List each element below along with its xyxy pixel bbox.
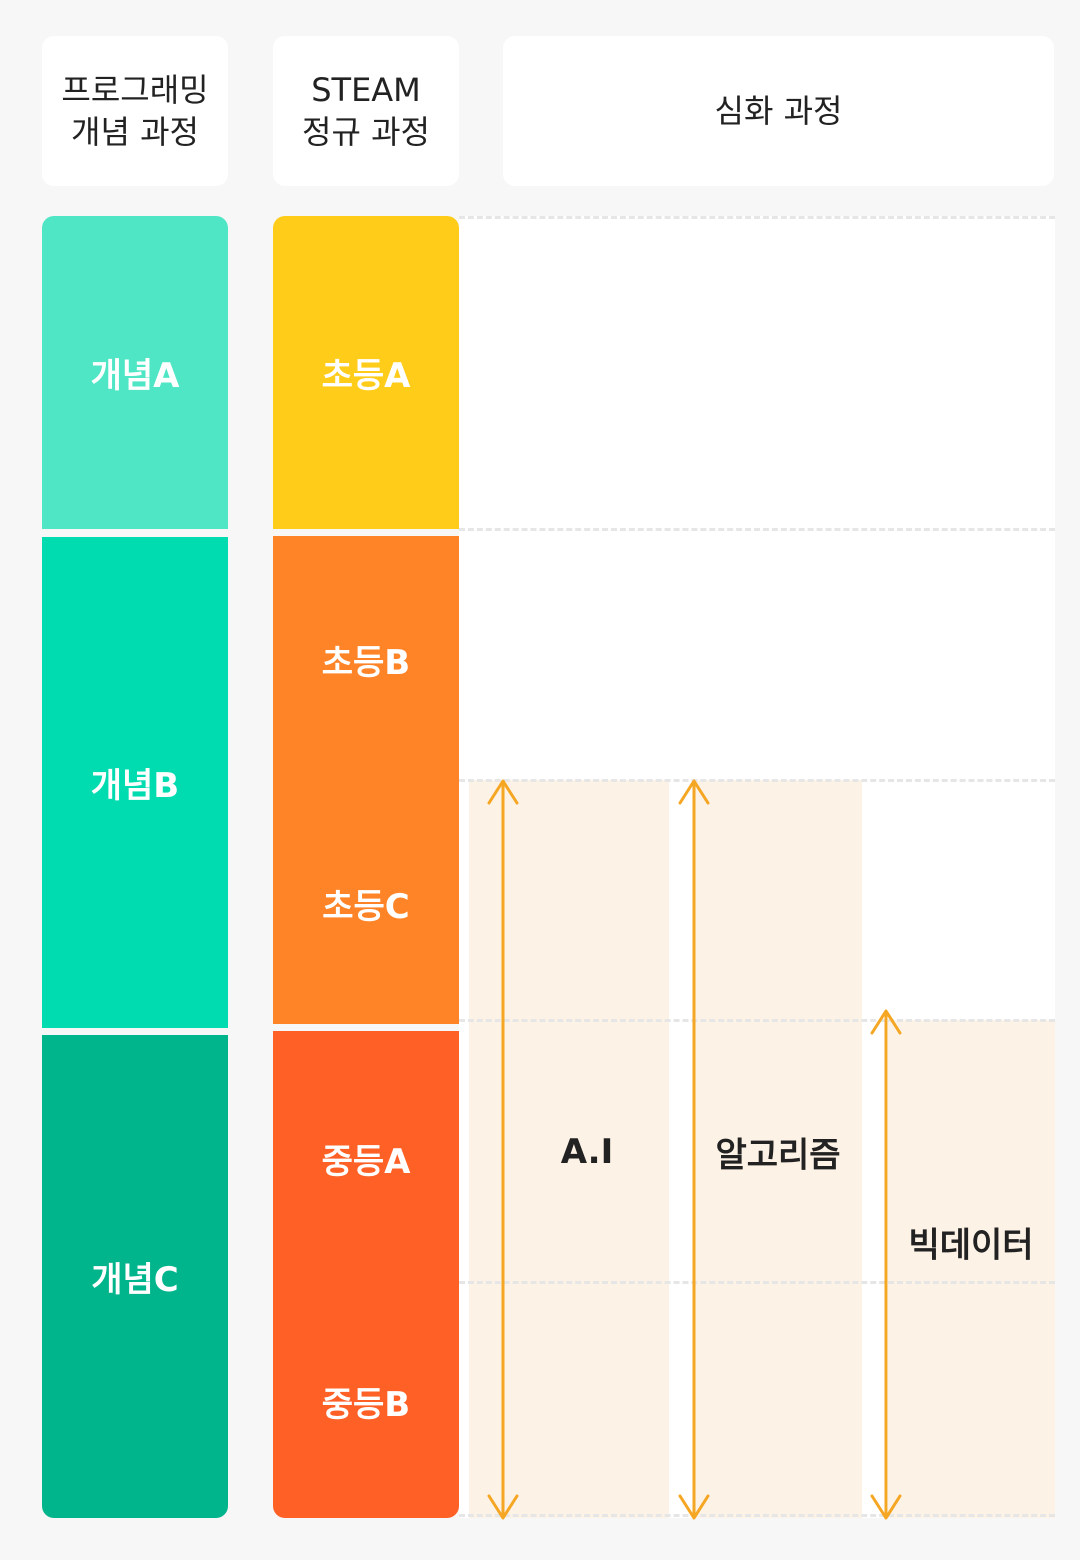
track-label-ai: A.I	[560, 1132, 614, 1172]
concept-block-c: 개념C	[42, 1035, 228, 1518]
row-divider	[459, 528, 1055, 531]
steam-block-label: 초등C	[322, 886, 410, 927]
concept-column: 개념A 개념B 개념C	[42, 216, 228, 1518]
row-divider	[459, 1019, 1055, 1022]
bigdata-arrow	[870, 1009, 902, 1520]
steam-block-elem-c: 초등C	[273, 782, 459, 1024]
row-divider	[459, 1514, 1055, 1517]
steam-block-label: 중등B	[321, 1385, 411, 1425]
concept-block-label: 개념C	[91, 1260, 179, 1300]
steam-course-header: STEAM 정규 과정	[273, 36, 459, 186]
steam-block-mid-a: 중등A	[273, 1031, 459, 1285]
steam-block-mid-b: 중등B	[273, 1285, 459, 1518]
concept-block-label: 개념A	[90, 356, 180, 396]
steam-block-label: 초등A	[321, 356, 411, 396]
row-divider	[459, 1281, 1055, 1284]
steam-block-elem-a: 초등A	[273, 216, 459, 529]
concept-course-header: 프로그래밍 개념 과정	[42, 36, 228, 186]
algorithm-track-band	[695, 780, 862, 1518]
steam-block-label: 중등A	[321, 1141, 411, 1182]
concept-block-label: 개념B	[90, 766, 180, 806]
steam-column: 초등A 초등B 초등C 중등A 중등B	[273, 216, 459, 1518]
row-divider	[459, 216, 1055, 219]
concept-block-a: 개념A	[42, 216, 228, 529]
row-divider	[459, 779, 1055, 782]
algorithm-arrow	[678, 779, 710, 1520]
advanced-course-header: 심화 과정	[503, 36, 1054, 186]
concept-block-b: 개념B	[42, 537, 228, 1028]
steam-block-label: 초등B	[321, 642, 411, 683]
bigdata-track-band	[888, 1020, 1055, 1518]
steam-block-elem-b: 초등B	[273, 536, 459, 782]
track-label-algorithm: 알고리즘	[715, 1135, 841, 1176]
track-label-bigdata: 빅데이터	[908, 1225, 1034, 1266]
ai-arrow	[487, 779, 519, 1520]
